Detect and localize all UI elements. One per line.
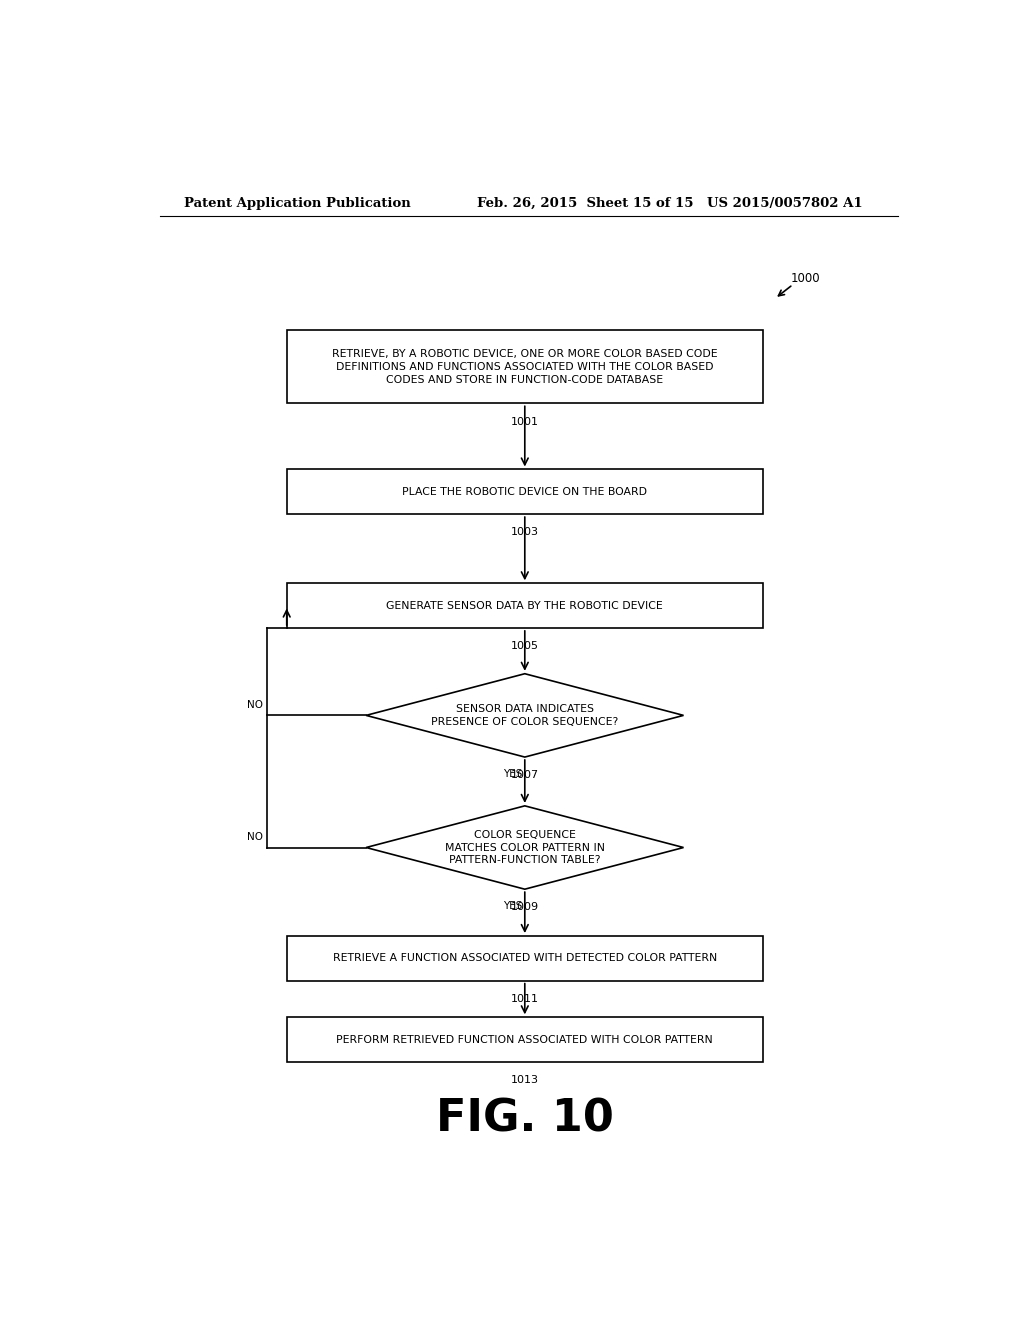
Text: NO: NO: [247, 701, 263, 710]
Text: YES: YES: [503, 902, 522, 911]
Text: RETRIEVE A FUNCTION ASSOCIATED WITH DETECTED COLOR PATTERN: RETRIEVE A FUNCTION ASSOCIATED WITH DETE…: [333, 953, 717, 964]
Text: GENERATE SENSOR DATA BY THE ROBOTIC DEVICE: GENERATE SENSOR DATA BY THE ROBOTIC DEVI…: [386, 601, 664, 611]
Polygon shape: [367, 673, 684, 758]
Text: NO: NO: [247, 833, 263, 842]
Text: 1007: 1007: [511, 771, 539, 780]
Text: 1011: 1011: [511, 994, 539, 1005]
Text: COLOR SEQUENCE
MATCHES COLOR PATTERN IN
PATTERN-FUNCTION TABLE?: COLOR SEQUENCE MATCHES COLOR PATTERN IN …: [444, 830, 605, 866]
FancyBboxPatch shape: [287, 583, 763, 628]
FancyBboxPatch shape: [287, 470, 763, 515]
Text: Patent Application Publication: Patent Application Publication: [183, 197, 411, 210]
FancyBboxPatch shape: [287, 330, 763, 404]
FancyBboxPatch shape: [287, 936, 763, 981]
Text: 1003: 1003: [511, 528, 539, 537]
Text: FIG. 10: FIG. 10: [436, 1097, 613, 1140]
FancyBboxPatch shape: [287, 1018, 763, 1063]
Text: PLACE THE ROBOTIC DEVICE ON THE BOARD: PLACE THE ROBOTIC DEVICE ON THE BOARD: [402, 487, 647, 496]
Text: 1009: 1009: [511, 903, 539, 912]
Text: US 2015/0057802 A1: US 2015/0057802 A1: [708, 197, 863, 210]
Text: PERFORM RETRIEVED FUNCTION ASSOCIATED WITH COLOR PATTERN: PERFORM RETRIEVED FUNCTION ASSOCIATED WI…: [337, 1035, 713, 1044]
Text: 1013: 1013: [511, 1076, 539, 1085]
Text: 1000: 1000: [791, 272, 820, 285]
Text: 1001: 1001: [511, 417, 539, 426]
Text: SENSOR DATA INDICATES
PRESENCE OF COLOR SEQUENCE?: SENSOR DATA INDICATES PRESENCE OF COLOR …: [431, 704, 618, 727]
Text: RETRIEVE, BY A ROBOTIC DEVICE, ONE OR MORE COLOR BASED CODE
DEFINITIONS AND FUNC: RETRIEVE, BY A ROBOTIC DEVICE, ONE OR MO…: [332, 348, 718, 384]
Text: YES: YES: [503, 770, 522, 779]
Text: Feb. 26, 2015  Sheet 15 of 15: Feb. 26, 2015 Sheet 15 of 15: [477, 197, 693, 210]
Polygon shape: [367, 805, 684, 890]
Text: 1005: 1005: [511, 642, 539, 651]
